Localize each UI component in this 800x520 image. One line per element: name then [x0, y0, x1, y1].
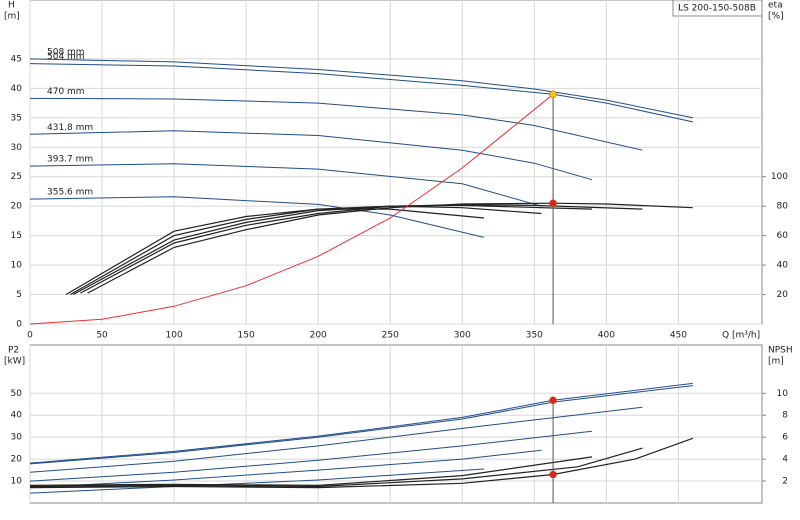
curve-label: 431.8 mm [47, 123, 93, 133]
y2-axis-label: [m] [768, 357, 784, 367]
y-axis-label: [m] [4, 12, 20, 22]
x-tick-label: 150 [238, 331, 255, 341]
curve-label: 393.7 mm [47, 155, 93, 165]
y2-tick-label: 6 [782, 433, 788, 443]
annotation: LS 200-150-508B [678, 4, 756, 14]
curve [29, 468, 484, 494]
y-axis-label: P2 [8, 346, 19, 356]
y-tick-label: 30 [11, 433, 23, 443]
y-tick-label: 35 [11, 113, 22, 123]
operating-point [549, 470, 557, 479]
y-tick-label: 25 [11, 172, 22, 182]
x-tick-label: 0 [27, 331, 33, 341]
y2-tick-label: 4 [782, 455, 788, 465]
curve-label: 355.6 mm [47, 188, 93, 198]
curve [29, 406, 643, 473]
top-frame [29, 0, 763, 325]
curve [29, 447, 643, 488]
curve-label: 470 mm [47, 87, 85, 97]
curve [65, 208, 484, 296]
y-tick-label: 40 [11, 411, 23, 421]
y2-tick-label: 80 [777, 202, 789, 212]
x-tick-label: 400 [598, 331, 615, 341]
curve [29, 58, 693, 119]
operating-point [549, 199, 557, 207]
y2-tick-label: 60 [777, 231, 789, 241]
operating-point [549, 396, 557, 405]
x-axis-label: Q [m³/h] [722, 331, 760, 341]
y-axis-label: H [8, 1, 15, 11]
curve [87, 202, 693, 294]
bottom-frame [29, 344, 763, 504]
curve [29, 430, 593, 482]
annotation-box [672, 0, 763, 17]
y-tick-label: 5 [16, 290, 22, 300]
curve-label: 508 mm [47, 47, 85, 57]
curve [29, 63, 693, 123]
y-tick-label: 40 [11, 84, 23, 94]
y2-axis-label: NPSH [768, 346, 793, 356]
x-tick-label: 350 [526, 331, 543, 341]
y2-tick-label: 2 [782, 477, 788, 487]
curve [29, 385, 693, 465]
curve [29, 196, 485, 238]
y-tick-label: 15 [11, 231, 22, 241]
y-tick-label: 0 [16, 320, 22, 330]
y-tick-label: 50 [11, 389, 23, 399]
y-tick-label: 10 [11, 261, 23, 271]
y2-axis-label: eta [768, 1, 783, 11]
curve-label: 504 mm [47, 52, 85, 62]
y-tick-label: 20 [11, 202, 23, 212]
y2-tick-label: 8 [782, 411, 788, 421]
y-tick-label: 30 [11, 143, 23, 153]
curve [29, 382, 693, 464]
x-tick-label: 250 [382, 331, 399, 341]
y-tick-label: 45 [11, 54, 22, 64]
x-tick-label: 100 [166, 331, 183, 341]
operating-point [549, 90, 557, 99]
y-tick-label: 20 [11, 455, 23, 465]
y-axis-label: [kW] [4, 357, 25, 367]
y2-axis-label: [%] [768, 12, 784, 22]
y2-tick-label: 10 [777, 389, 789, 399]
y2-tick-label: 20 [777, 290, 789, 300]
curve [29, 456, 593, 487]
curve [29, 437, 694, 489]
curve [29, 163, 542, 207]
x-tick-label: 50 [96, 331, 108, 341]
curve [29, 93, 554, 325]
x-tick-label: 200 [310, 331, 327, 341]
x-tick-label: 450 [670, 331, 687, 341]
curve [29, 97, 643, 151]
y2-tick-label: 40 [777, 261, 789, 271]
curve [80, 204, 643, 294]
curve [72, 204, 593, 296]
curve [29, 449, 542, 489]
y-tick-label: 10 [11, 477, 23, 487]
curve [29, 130, 593, 181]
x-tick-label: 300 [454, 331, 471, 341]
y2-tick-label: 100 [771, 172, 788, 182]
